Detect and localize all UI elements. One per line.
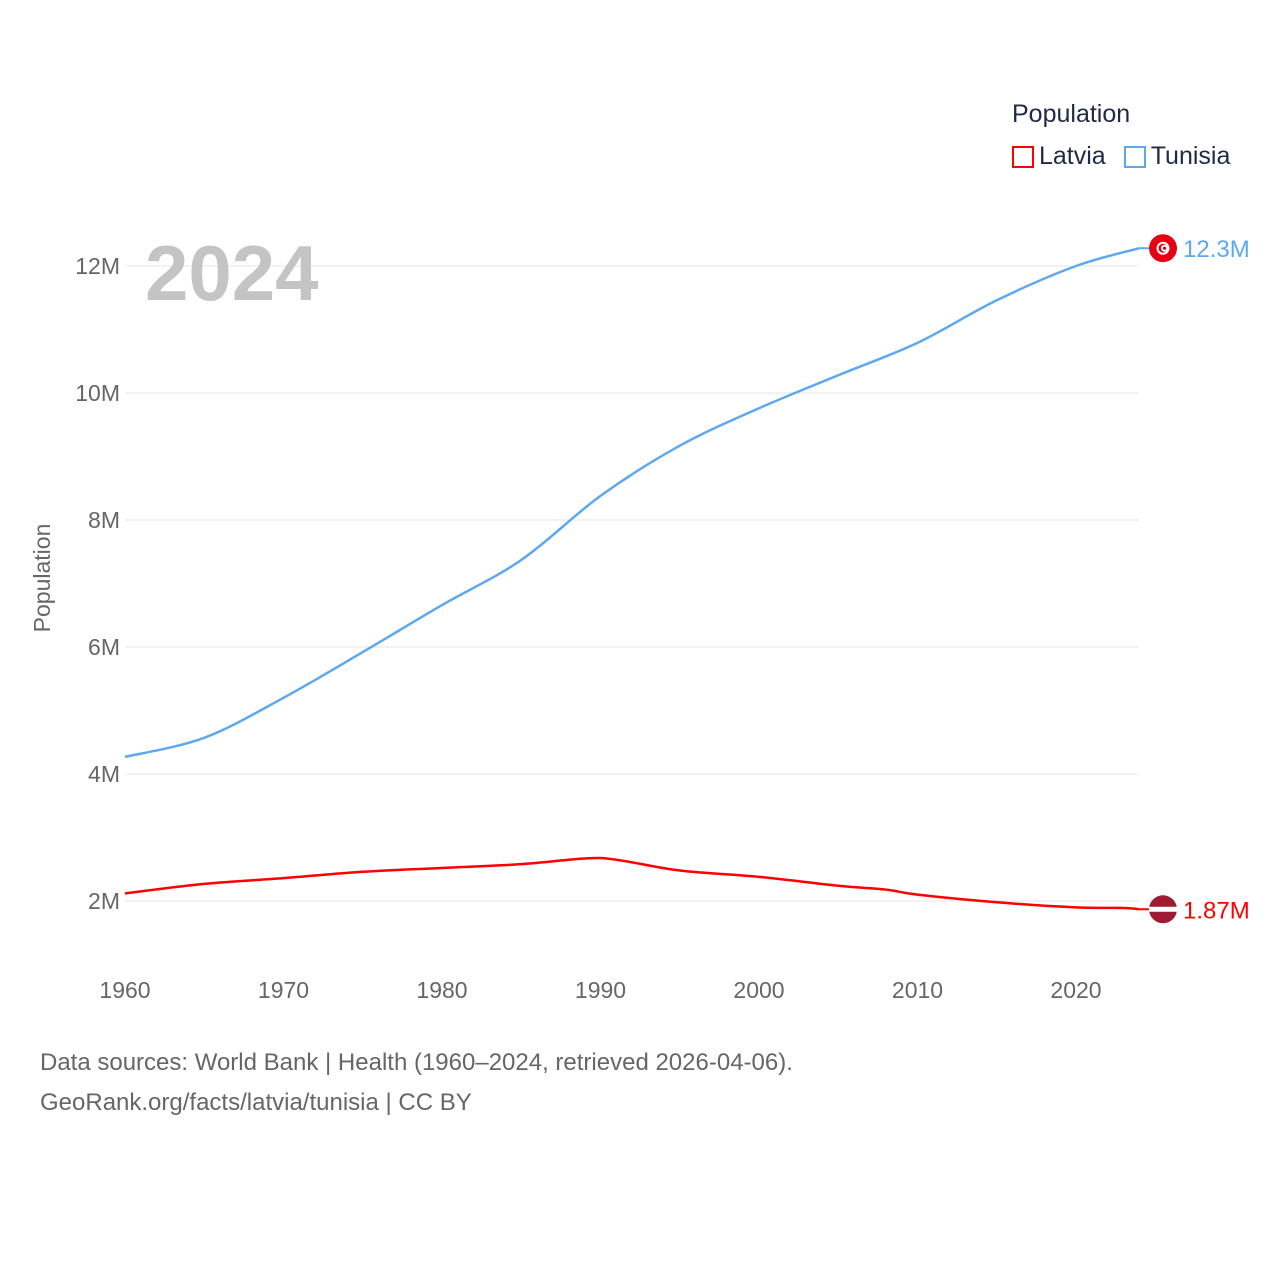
- legend-label-latvia: Latvia: [1039, 142, 1106, 170]
- y-tick-label: 12M: [75, 253, 120, 279]
- series-line-tunisia: [124, 247, 1140, 759]
- latvia-flag-stripe: [1149, 906, 1177, 912]
- legend-title: Population: [1012, 100, 1131, 128]
- x-tick-label: 1970: [258, 977, 309, 1003]
- source-link[interactable]: GeoRank.org/facts/latvia/tunisia | CC BY: [40, 1089, 472, 1116]
- legend-item-latvia[interactable]: Latvia: [1012, 142, 1106, 171]
- x-tick-label: 2010: [892, 977, 943, 1003]
- legend-swatch-latvia: [1012, 145, 1034, 168]
- y-tick-label: 6M: [88, 634, 120, 660]
- data-sources: Data sources: World Bank | Health (1960–…: [40, 1049, 793, 1076]
- y-tick-label: 8M: [88, 507, 120, 533]
- x-tick-label: 1980: [416, 977, 467, 1003]
- x-tick-label: 1960: [99, 977, 150, 1003]
- y-tick-label: 2M: [88, 888, 120, 914]
- legend-label-tunisia: Tunisia: [1150, 142, 1231, 170]
- tunisia-flag-star: [1162, 246, 1167, 250]
- x-tick-label: 1990: [575, 977, 626, 1003]
- x-tick-label: 2000: [733, 977, 784, 1003]
- end-label-latvia: 1.87M: [1183, 897, 1250, 924]
- year-label: 2024: [145, 229, 319, 317]
- end-label-tunisia: 12.3M: [1183, 236, 1250, 263]
- y-tick-label: 4M: [88, 761, 120, 787]
- legend-swatch-tunisia: [1123, 145, 1146, 168]
- legend: Latvia Tunisia: [1012, 142, 1230, 171]
- series-line-latvia: [124, 856, 1140, 911]
- legend-item-tunisia[interactable]: Tunisia: [1123, 142, 1231, 171]
- y-tick-label: 10M: [75, 380, 120, 406]
- footer: Data sources: World Bank | Health (1960–…: [40, 1043, 793, 1123]
- y-axis-label: Population: [29, 524, 55, 633]
- x-tick-label: 2020: [1050, 977, 1101, 1003]
